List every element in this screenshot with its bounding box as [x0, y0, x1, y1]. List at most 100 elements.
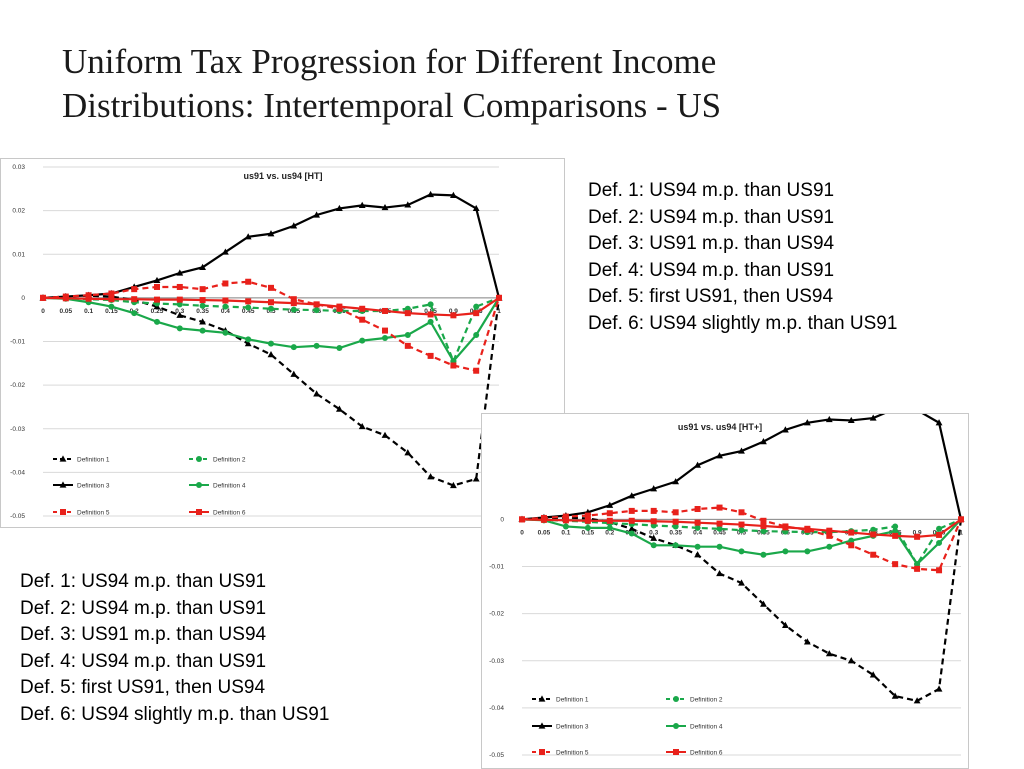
data-point — [826, 532, 833, 539]
data-point — [472, 204, 480, 212]
series-definition-5 — [519, 504, 964, 574]
data-point — [404, 342, 411, 349]
data-point — [40, 294, 46, 301]
data-point — [245, 298, 252, 305]
chart-ht: 0.03 0.02 0.01 0 -0.01 -0.02 -0.03 -0.04 -0.05 0 0… — [0, 158, 565, 528]
legend-marker — [196, 456, 202, 462]
data-point — [313, 390, 320, 397]
data-point — [804, 525, 811, 532]
x-tick-label: 0 — [41, 308, 45, 315]
series-definition-1 — [518, 513, 965, 704]
data-point — [199, 263, 206, 270]
x-tick-label: 0.05 — [59, 308, 72, 315]
data-point — [244, 233, 252, 240]
data-point — [738, 509, 745, 516]
x-tick-label: 0.1 — [84, 308, 93, 315]
chart-title: us91 vs. us94 [HT] — [243, 171, 322, 181]
data-point — [847, 657, 855, 664]
data-point — [382, 327, 388, 334]
data-point — [382, 307, 388, 314]
data-point — [359, 316, 366, 323]
data-point — [562, 513, 569, 520]
data-point — [892, 561, 899, 568]
data-point — [606, 517, 613, 524]
data-point — [650, 534, 658, 541]
definition-item: Def. 4: US94 m.p. than US91 — [588, 259, 835, 281]
data-point — [153, 276, 161, 284]
definition-item: Def. 6: US94 slightly m.p. than US91 — [588, 312, 898, 334]
data-point — [473, 367, 480, 374]
data-point — [914, 533, 921, 540]
data-point — [336, 303, 343, 310]
data-point — [131, 296, 138, 303]
data-point — [358, 422, 366, 430]
x-tick-label: 0.15 — [582, 529, 595, 536]
data-point — [606, 524, 613, 531]
data-point — [108, 296, 115, 303]
x-tick-label: 0.4 — [693, 529, 702, 536]
data-point — [936, 525, 943, 532]
data-point — [738, 447, 745, 454]
data-point — [936, 531, 943, 538]
data-point — [313, 301, 320, 308]
definition-item: Def. 1: US94 m.p. than US91 — [588, 180, 835, 201]
definitions-list-left: Def. 1: US94 m.p. than US91 Def. 2: US94… — [20, 569, 329, 729]
data-point — [869, 671, 877, 678]
data-point — [628, 492, 636, 499]
data-point — [382, 335, 388, 342]
data-point — [313, 342, 320, 349]
data-point — [628, 525, 636, 532]
definition-item: Def. 1: US94 m.p. than US91 — [20, 571, 267, 592]
legend-marker — [196, 482, 202, 488]
data-point — [199, 318, 206, 325]
data-point — [108, 303, 115, 310]
data-point — [85, 292, 92, 299]
data-point — [290, 300, 297, 307]
y-tick-label: 0.02 — [12, 208, 25, 215]
data-point — [199, 286, 206, 293]
definition-item: Def. 3: US91 m.p. than US94 — [588, 233, 835, 255]
x-tick-label: 0.4 — [221, 308, 230, 315]
y-tick-label: -0.04 — [489, 705, 504, 712]
x-tick-label: 0.2 — [605, 529, 614, 536]
data-point — [472, 475, 480, 482]
y-tick-label: -0.05 — [10, 513, 25, 520]
legend-label: Definition 5 — [77, 510, 110, 517]
x-tick-label: 0.9 — [913, 529, 922, 536]
data-point — [176, 283, 183, 290]
definitions-list-right: Def. 1: US94 m.p. than US91 Def. 2: US94… — [588, 178, 897, 338]
data-point — [716, 543, 723, 550]
legend-label: Definition 3 — [77, 483, 110, 490]
data-point — [336, 345, 343, 352]
data-point — [85, 295, 92, 302]
y-tick-label: -0.04 — [10, 469, 25, 476]
data-point — [803, 419, 811, 426]
data-point — [913, 697, 921, 704]
legend-label: Definition 3 — [556, 724, 589, 731]
data-point — [450, 191, 457, 198]
data-point — [694, 524, 701, 531]
data-point — [826, 543, 833, 550]
y-axis: 0 -0.01 -0.02 -0.03 -0.04 -0.05 — [489, 516, 504, 759]
data-point — [199, 297, 206, 304]
data-point — [825, 415, 833, 423]
y-tick-label: -0.02 — [489, 611, 504, 618]
data-point — [268, 284, 274, 291]
data-point — [650, 542, 657, 549]
series-definition-3 — [518, 414, 965, 522]
legend-label: Definition 6 — [690, 750, 723, 757]
data-point — [336, 405, 343, 412]
y-tick-label: -0.03 — [489, 658, 504, 665]
data-point — [782, 621, 789, 629]
slide-title-line-2: Distributions: Intertemporal Comparisons… — [62, 86, 722, 125]
legend-marker — [60, 509, 66, 515]
data-point — [716, 525, 723, 532]
series-line — [42, 193, 501, 299]
data-point — [760, 528, 767, 535]
data-point — [290, 222, 298, 229]
legend-label: Definition 4 — [213, 483, 246, 490]
data-point — [848, 529, 855, 536]
data-point — [848, 542, 855, 549]
y-tick-label: 0.03 — [12, 164, 25, 171]
y-axis: 0.03 0.02 0.01 0 -0.01 -0.02 -0.03 -0.04 -0.05 — [10, 164, 25, 520]
